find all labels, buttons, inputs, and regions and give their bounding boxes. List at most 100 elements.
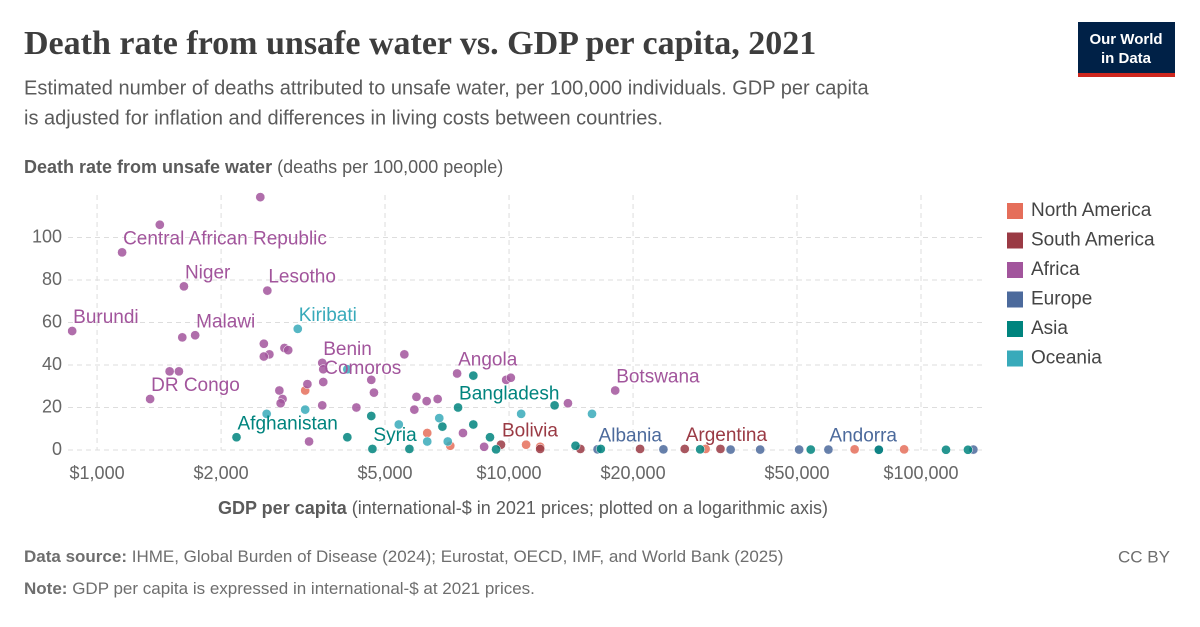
point [366,411,377,421]
point-label: Kiribati [299,305,357,326]
point [849,444,860,455]
point [422,428,433,438]
point [468,370,479,381]
point [292,324,303,334]
point [261,409,272,419]
x-tick-label: $10,000 [477,463,542,483]
point [145,394,155,404]
point [177,332,188,343]
point-label: Botswana [616,367,700,388]
point [452,368,462,379]
point-label: Andorra [829,426,897,447]
point [679,444,690,454]
point [437,421,448,432]
point-label: Comoros [324,358,401,379]
plot-area: 0 20 40 60 80 100 $1,000 $2,000 $5,000 $10,000 $20… [32,192,1155,483]
point [458,428,468,438]
point [587,409,597,419]
point [367,444,378,454]
point [535,444,546,454]
point [318,364,329,375]
point [658,444,669,455]
point [302,379,313,389]
point [231,432,242,443]
y-tick-label: 80 [42,269,62,289]
y-tick-label: 20 [42,396,62,416]
x-axis-label: GDP per capita (international-$ in 2021 … [218,498,828,518]
point [318,377,329,387]
point [715,444,726,454]
point [366,375,377,385]
point [610,385,621,396]
point [274,385,285,396]
point [521,439,531,450]
source: Data source: IHME, Global Burden of Dise… [24,547,783,566]
logo-text: in Data [1101,50,1152,67]
legend-label: Oceania [1031,348,1102,369]
note-label: Note: [24,579,67,598]
subtitle: Estimated number of deaths attributed to… [24,77,869,99]
legend-label: South America [1031,230,1155,251]
y-axis-unit: (deaths per 100,000 people) [277,157,503,177]
point [434,413,445,423]
point [300,404,311,415]
point [179,281,189,292]
point-label: Benin [323,339,372,360]
point [317,400,328,411]
x-tick-label: $2,000 [194,463,249,483]
point [342,432,353,443]
point [549,400,560,411]
point [432,394,443,404]
point [393,419,404,430]
point [275,398,286,409]
point [259,338,269,349]
point [873,444,884,455]
point [453,402,463,413]
legend-label: Europe [1031,289,1092,310]
legend-swatch [1007,350,1023,367]
point [399,349,410,360]
point-label: Syria [373,425,417,446]
logo-text: Our World [1089,31,1162,48]
legend-swatch [1007,232,1023,249]
point [67,326,78,336]
legend-swatch [1007,203,1023,219]
point [283,345,294,355]
point [304,436,314,447]
point-label: Burundi [73,307,139,328]
note: Note: GDP per capita is expressed in int… [24,579,535,598]
note-text: GDP per capita is expressed in internati… [72,579,535,598]
point [154,219,165,230]
point [491,444,501,455]
point [941,444,951,455]
logo-box[interactable] [1078,22,1175,76]
y-axis-title: Death rate from unsafe water [24,157,272,177]
point [516,409,526,419]
point [570,440,581,451]
y-axis-label: Death rate from unsafe water (deaths per… [24,157,503,177]
point-label: Angola [458,350,518,371]
point [369,387,379,398]
point-label: Afghanistan [238,413,338,434]
point [899,444,909,455]
point [805,444,816,455]
point [190,330,200,341]
legend-label: North America [1031,200,1152,221]
x-tick-label: $20,000 [601,463,666,483]
legend-swatch [1007,291,1023,308]
y-tick-label: 0 [52,439,62,459]
point [421,396,432,406]
x-tick-label: $50,000 [764,463,829,483]
point-label: Bangladesh [459,384,559,405]
source-text: IHME, Global Burden of Disease (2024); E… [132,547,784,566]
point [755,444,766,455]
x-tick-label: $100,000 [883,463,958,483]
point [963,444,973,455]
point-label: Malawi [196,311,255,332]
point [695,444,705,455]
legend-label: Asia [1031,318,1068,339]
point [255,192,266,202]
point [117,247,127,258]
point [505,372,516,383]
